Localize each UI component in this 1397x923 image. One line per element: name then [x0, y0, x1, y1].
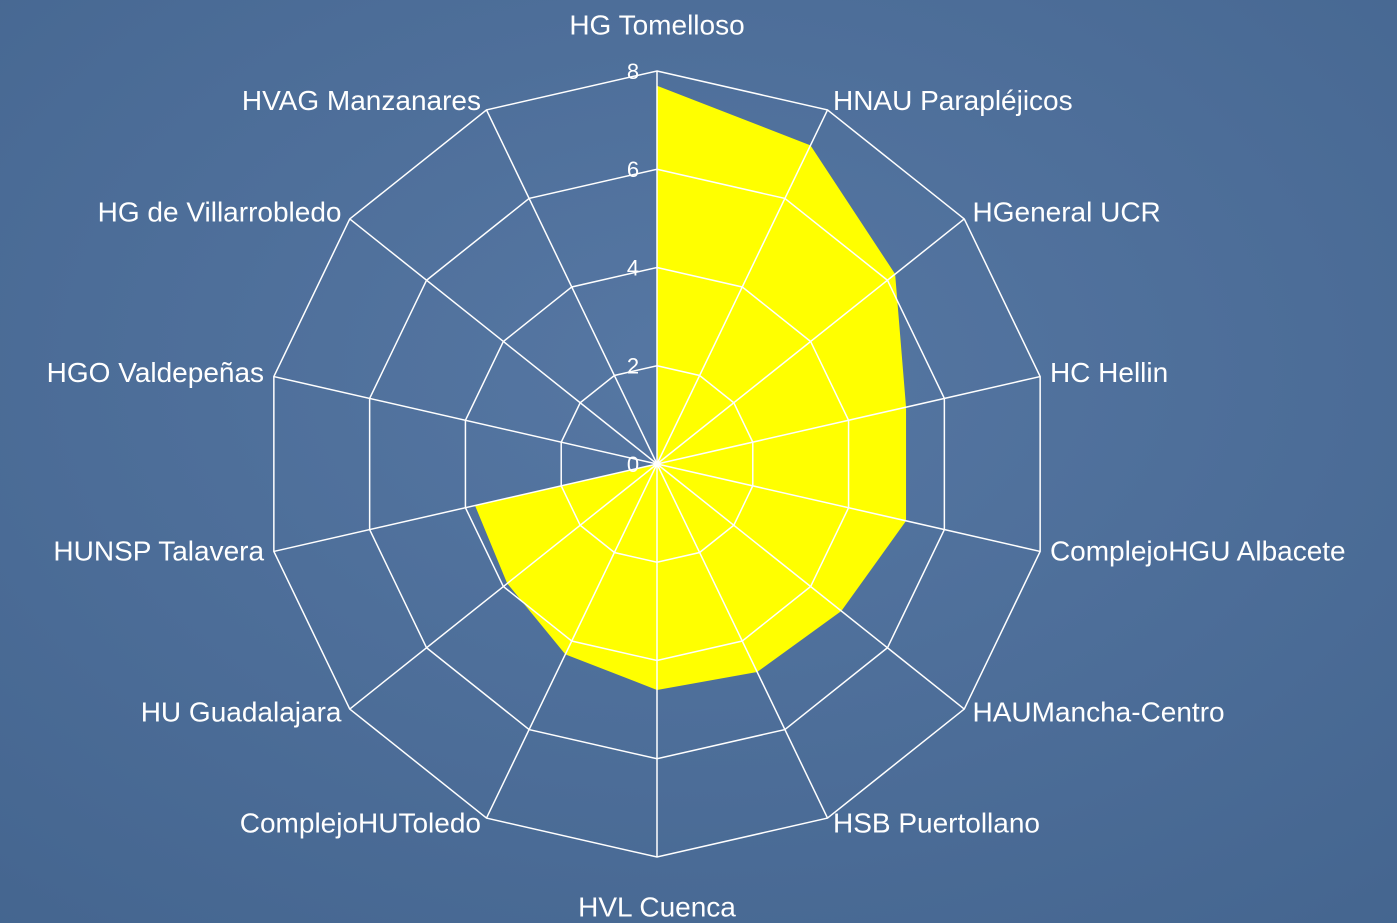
radar-area [475, 85, 907, 690]
spoke [349, 218, 658, 465]
category-label: HGO Valdepeñas [47, 357, 264, 388]
category-label: HVAG Manzanares [242, 85, 481, 116]
category-label: HNAU Parapléjicos [833, 85, 1073, 116]
spoke [656, 218, 965, 465]
category-label: HG Tomelloso [569, 9, 744, 40]
r-tick-label: 8 [627, 59, 639, 84]
category-label: ComplejoHGU Albacete [1050, 536, 1346, 567]
r-tick-label: 0 [627, 452, 639, 477]
spoke [273, 463, 658, 553]
category-label: HC Hellin [1050, 357, 1168, 388]
spoke [349, 463, 658, 710]
r-tick-label: 6 [627, 157, 639, 182]
category-label: HUNSP Talavera [53, 536, 264, 567]
spoke [656, 109, 829, 465]
spoke [656, 375, 1041, 465]
category-label: HAUMancha-Centro [973, 696, 1225, 727]
spoke [656, 463, 1041, 553]
category-label: HU Guadalajara [141, 696, 342, 727]
category-label: HVL Cuenca [578, 891, 736, 922]
spoke [273, 375, 658, 465]
spoke [485, 109, 658, 465]
spoke [656, 463, 829, 819]
category-label: HGeneral UCR [973, 196, 1161, 227]
r-tick-label: 2 [627, 354, 639, 379]
category-label: HSB Puertollano [833, 808, 1040, 839]
r-tick-label: 4 [627, 255, 639, 280]
category-label: HG de Villarrobledo [98, 196, 342, 227]
spoke [485, 463, 658, 819]
spoke [656, 463, 965, 710]
category-label: ComplejoHUToledo [240, 808, 481, 839]
